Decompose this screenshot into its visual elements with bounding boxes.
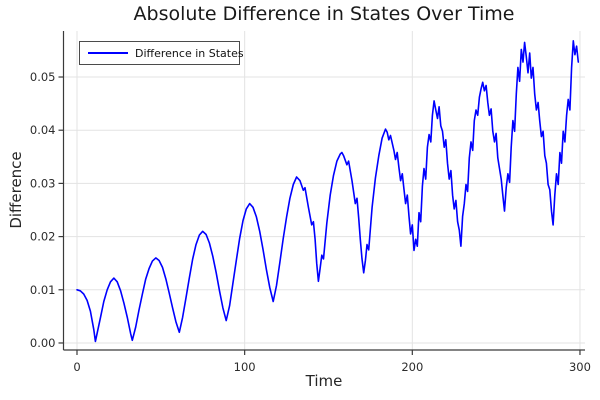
y-tick-label: 0.00 — [30, 336, 56, 350]
y-axis-label: Difference — [7, 151, 25, 229]
legend-line-sample — [88, 52, 128, 54]
x-axis-label: Time — [305, 372, 343, 390]
legend-label: Difference in States — [135, 46, 244, 60]
y-tick-label: 0.05 — [30, 70, 56, 84]
x-tick-label: 300 — [569, 360, 591, 374]
y-tick-label: 0.04 — [30, 123, 56, 137]
x-tick-label: 200 — [401, 360, 423, 374]
y-tick-label: 0.03 — [30, 176, 56, 190]
x-tick-label: 0 — [73, 360, 80, 374]
difference-series-line — [76, 39, 580, 343]
x-tick-label: 100 — [234, 360, 256, 374]
legend-box: Difference in States — [79, 41, 244, 65]
y-tick-label: 0.01 — [30, 283, 56, 297]
y-tick-label: 0.02 — [30, 230, 56, 244]
plot-title: Absolute Difference in States Over Time — [133, 3, 515, 25]
